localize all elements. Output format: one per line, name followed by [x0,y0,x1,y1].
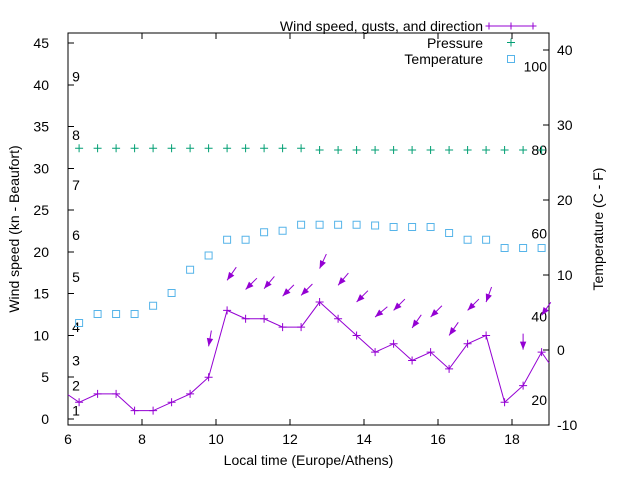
svg-text:60: 60 [531,225,547,241]
x-axis-label: Local time (Europe/Athens) [223,452,394,468]
svg-text:5: 5 [41,369,49,385]
svg-text:40: 40 [33,77,49,93]
svg-text:20: 20 [557,192,573,208]
y-axis-label-right: Temperature (C - F) [590,167,606,291]
svg-text:1: 1 [72,403,80,419]
svg-text:25: 25 [33,202,49,218]
svg-text:35: 35 [33,119,49,135]
svg-text:9: 9 [72,68,80,84]
svg-text:-10: -10 [557,417,577,433]
legend-pressure-sample [507,38,515,47]
svg-text:20: 20 [33,244,49,260]
svg-text:6: 6 [64,431,72,447]
svg-text:6: 6 [72,227,80,243]
svg-text:10: 10 [208,431,224,447]
svg-text:0: 0 [41,411,49,427]
svg-text:18: 18 [504,431,520,447]
svg-text:15: 15 [33,286,49,302]
legend: Wind speed, gusts, and direction Pressur… [280,18,483,68]
svg-text:100: 100 [524,59,548,75]
svg-text:20: 20 [531,392,547,408]
svg-text:30: 30 [33,160,49,176]
gust-arrows [206,253,552,350]
svg-text:0: 0 [557,342,565,358]
svg-text:5: 5 [72,269,80,285]
svg-text:12: 12 [282,431,298,447]
y-axis-label-left: Wind speed (kn - Beaufort) [6,145,22,313]
plot-border-and-ticks: 6 8 10 12 14 16 18051015202530354045-100102030… [33,32,577,447]
svg-text:10: 10 [557,267,573,283]
legend-temperature-sample [507,55,515,63]
beaufort-scale-labels: 1 2 3 4 5 6 7 8 9 [72,68,80,418]
svg-text:14: 14 [356,431,372,447]
svg-text:2: 2 [72,378,80,394]
legend-label-pressure: Pressure [426,34,483,51]
svg-text:4: 4 [72,319,80,335]
svg-text:40: 40 [557,42,573,58]
temperature-series [75,220,546,327]
wind-series [67,298,550,415]
pressure-series [75,144,546,154]
svg-text:7: 7 [72,177,80,193]
svg-text:3: 3 [72,353,80,369]
legend-wind-sample [485,22,537,30]
svg-text:8: 8 [138,431,146,447]
legend-marker-samples [485,22,537,63]
legend-label-temperature: Temperature [404,51,483,67]
svg-text:16: 16 [430,431,446,447]
svg-text:8: 8 [72,127,80,143]
svg-text:30: 30 [557,117,573,133]
svg-text:10: 10 [33,327,49,343]
svg-text:45: 45 [33,35,49,51]
legend-label-wind: Wind speed, gusts, and direction [279,18,483,34]
